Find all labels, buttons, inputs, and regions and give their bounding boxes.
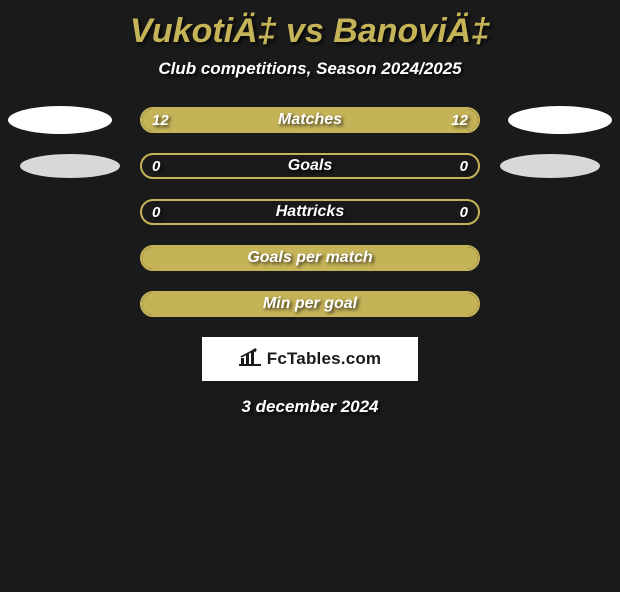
stat-label: Goals per match: [247, 249, 372, 267]
stat-row: Goals per match: [0, 245, 620, 271]
stat-value-left: 12: [152, 112, 169, 129]
stat-label: Hattricks: [276, 203, 344, 221]
stat-label: Goals: [288, 157, 332, 175]
player-right-marker: [508, 106, 612, 134]
stat-label: Min per goal: [263, 295, 357, 313]
stat-value-left: 0: [152, 204, 160, 221]
player-left-marker: [8, 106, 112, 134]
brand-logo: FcTables.com: [202, 337, 418, 381]
stat-bar: Goals per match: [140, 245, 480, 271]
page-title: VukotiÄ‡ vs BanoviÄ‡: [0, 12, 620, 51]
date-label: 3 december 2024: [0, 397, 620, 417]
player-left-marker: [20, 154, 120, 178]
player-right-marker: [500, 154, 600, 178]
stat-row: Min per goal: [0, 291, 620, 317]
page-subtitle: Club competitions, Season 2024/2025: [0, 59, 620, 79]
stat-row: 0 Hattricks 0: [0, 199, 620, 225]
stat-row: 12 Matches 12: [0, 107, 620, 133]
stat-value-right: 0: [460, 204, 468, 221]
brand-text: FcTables.com: [267, 349, 382, 369]
stat-value-left: 0: [152, 158, 160, 175]
stat-bar: 0 Hattricks 0: [140, 199, 480, 225]
stat-bar: 12 Matches 12: [140, 107, 480, 133]
chart-icon: [239, 348, 261, 371]
stat-row: 0 Goals 0: [0, 153, 620, 179]
stat-bar: Min per goal: [140, 291, 480, 317]
stat-bar: 0 Goals 0: [140, 153, 480, 179]
stat-label: Matches: [278, 111, 342, 129]
stat-value-right: 12: [451, 112, 468, 129]
stat-value-right: 0: [460, 158, 468, 175]
